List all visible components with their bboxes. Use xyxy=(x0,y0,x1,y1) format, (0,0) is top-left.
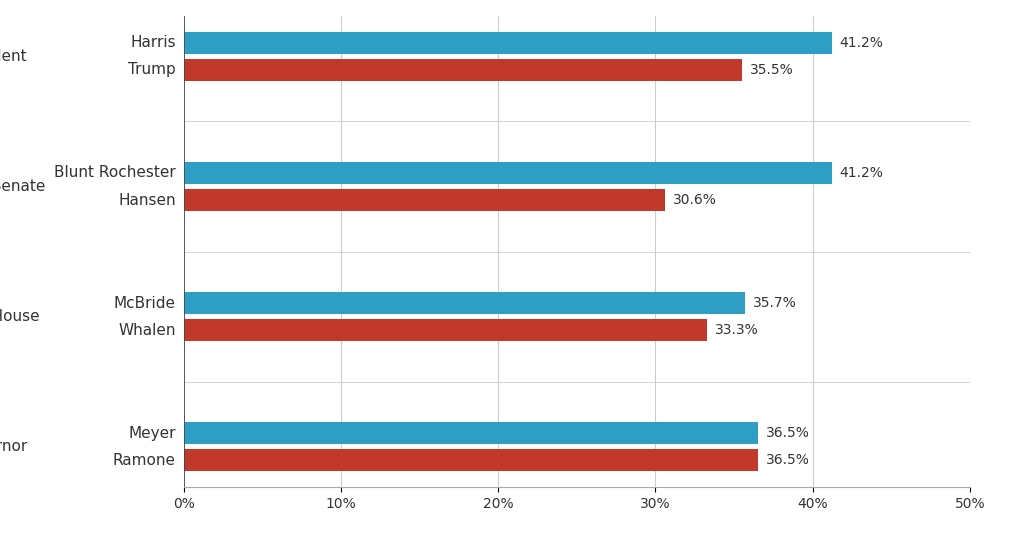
Text: 35.7%: 35.7% xyxy=(752,296,796,310)
Text: U.S. House: U.S. House xyxy=(0,309,40,324)
Text: Governor: Governor xyxy=(0,439,27,454)
Bar xyxy=(184,423,758,444)
Bar xyxy=(184,32,831,54)
Text: Harris: Harris xyxy=(131,35,176,50)
Text: Hansen: Hansen xyxy=(118,193,176,208)
Text: Whalen: Whalen xyxy=(118,322,176,338)
Text: President: President xyxy=(0,49,28,64)
Text: Trump: Trump xyxy=(129,62,176,77)
Bar xyxy=(184,189,665,211)
Text: 41.2%: 41.2% xyxy=(839,166,883,180)
Text: 36.5%: 36.5% xyxy=(766,426,810,440)
Text: McBride: McBride xyxy=(114,295,176,311)
Text: Meyer: Meyer xyxy=(129,426,176,441)
Bar xyxy=(184,59,742,81)
Text: Blunt Rochester: Blunt Rochester xyxy=(54,166,176,181)
Bar xyxy=(184,319,708,341)
Text: 36.5%: 36.5% xyxy=(766,453,810,467)
Text: U.S. Senate: U.S. Senate xyxy=(0,179,45,194)
Bar xyxy=(184,450,758,471)
Text: Ramone: Ramone xyxy=(113,453,176,468)
Text: 30.6%: 30.6% xyxy=(673,193,717,207)
Bar xyxy=(184,162,831,184)
Text: 35.5%: 35.5% xyxy=(749,63,793,77)
Bar xyxy=(184,292,745,314)
Text: 41.2%: 41.2% xyxy=(839,36,883,50)
Text: 33.3%: 33.3% xyxy=(716,323,759,337)
